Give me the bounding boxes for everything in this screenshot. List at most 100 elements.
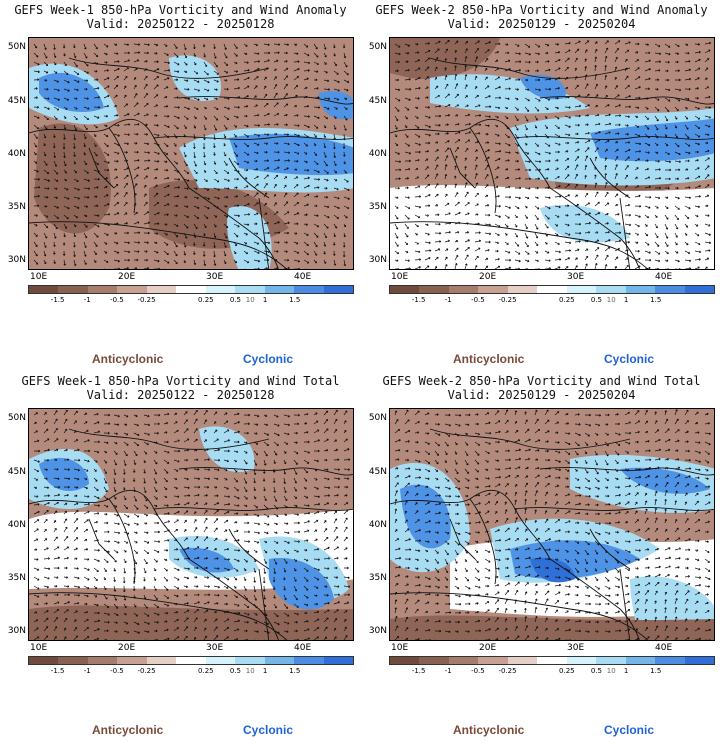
wind-arrow xyxy=(524,556,531,560)
wind-arrow xyxy=(283,432,290,436)
wind-arrow xyxy=(273,123,279,126)
wind-arrow xyxy=(153,477,158,484)
wind-arrow xyxy=(263,250,270,254)
wind-arrow xyxy=(664,528,668,533)
wind-arrow xyxy=(183,576,190,580)
wind-arrow xyxy=(554,493,558,497)
wind-arrow xyxy=(143,113,149,117)
wind-arrow xyxy=(93,430,101,434)
wind-arrow xyxy=(544,87,552,91)
wind-arrow xyxy=(343,468,351,471)
wind-arrow xyxy=(454,230,460,234)
wind-arrow xyxy=(674,223,679,230)
wind-arrow xyxy=(704,593,709,596)
wind-arrow xyxy=(213,223,217,228)
wind-arrow xyxy=(574,48,580,54)
wind-arrow xyxy=(163,213,169,216)
wind-arrow xyxy=(233,459,237,463)
wind-arrow xyxy=(434,124,441,127)
wind-arrow xyxy=(333,97,340,101)
wind-arrow xyxy=(394,88,401,92)
wind-arrow xyxy=(594,147,599,153)
lon-label: 10E xyxy=(30,643,48,653)
wind-arrow xyxy=(153,431,159,435)
wind-arrow xyxy=(574,450,579,456)
wind-arrow xyxy=(494,257,500,261)
wind-arrow xyxy=(644,458,652,462)
wind-arrow xyxy=(684,618,688,623)
wind-arrow xyxy=(604,148,608,153)
wind-arrow xyxy=(173,636,180,640)
wind-arrow xyxy=(314,268,317,269)
wind-arrow xyxy=(664,565,671,569)
wind-arrow xyxy=(604,264,608,269)
wind-arrow xyxy=(203,88,210,92)
wind-arrow xyxy=(704,510,711,515)
wind-arrow xyxy=(33,619,39,623)
wind-arrow xyxy=(674,429,680,434)
wind-arrow xyxy=(504,195,512,199)
wind-arrow xyxy=(564,174,570,180)
wind-arrow xyxy=(624,411,630,416)
wind-arrow xyxy=(644,159,649,162)
wind-arrow xyxy=(474,247,481,252)
wind-arrow xyxy=(143,504,149,509)
wind-arrow xyxy=(143,193,147,198)
wind-arrow xyxy=(123,603,127,609)
wind-arrow xyxy=(644,232,649,237)
vorticity-field-svg xyxy=(390,409,714,640)
wind-arrow xyxy=(624,213,632,217)
wind-arrow xyxy=(564,41,571,45)
wind-arrow xyxy=(123,450,128,457)
wind-arrow xyxy=(394,106,400,112)
wind-arrow xyxy=(644,475,651,479)
wind-arrow xyxy=(353,152,354,156)
wind-arrow xyxy=(664,223,669,230)
wind-arrow xyxy=(464,239,470,243)
wind-arrow xyxy=(43,626,49,632)
wind-arrow xyxy=(644,51,651,55)
wind-arrow xyxy=(694,549,699,552)
wind-arrow xyxy=(395,267,400,269)
lat-label: 40N xyxy=(368,149,387,159)
wind-arrow xyxy=(564,412,569,416)
wind-arrow xyxy=(93,450,100,454)
wind-arrow xyxy=(564,450,571,455)
wind-arrow xyxy=(143,133,149,136)
wind-arrow xyxy=(484,184,489,189)
wind-arrow xyxy=(333,106,338,110)
wind-arrow xyxy=(404,214,410,220)
wind-arrow xyxy=(283,558,288,564)
wind-arrow xyxy=(223,459,229,463)
wind-arrow xyxy=(113,160,119,163)
wind-arrow xyxy=(444,239,450,243)
wind-arrow xyxy=(534,97,541,102)
lat-label: 50N xyxy=(368,413,387,423)
wind-arrow xyxy=(494,583,500,587)
wind-arrow xyxy=(194,566,199,570)
wind-arrow xyxy=(283,176,288,180)
wind-arrow xyxy=(183,106,190,110)
colorbar-swatch xyxy=(478,286,508,293)
wind-arrow xyxy=(444,113,451,117)
wind-arrow xyxy=(283,192,288,198)
wind-arrow xyxy=(524,250,530,255)
wind-arrow xyxy=(203,259,207,267)
wind-arrow xyxy=(494,591,500,596)
wind-arrow xyxy=(434,629,442,633)
wind-arrow xyxy=(83,618,89,623)
wind-arrow xyxy=(464,147,469,153)
wind-arrow xyxy=(545,566,549,570)
coastline xyxy=(178,96,353,105)
wind-arrow xyxy=(474,182,479,189)
wind-arrow xyxy=(223,618,230,623)
wind-arrow xyxy=(624,459,628,462)
wind-arrow xyxy=(504,97,510,100)
wind-arrow xyxy=(694,576,702,579)
wind-arrow xyxy=(273,59,279,63)
wind-arrow xyxy=(223,626,230,632)
wind-arrow xyxy=(594,247,600,252)
wind-arrow xyxy=(63,617,68,623)
wind-arrow xyxy=(153,486,158,493)
wind-arrow xyxy=(53,527,57,533)
